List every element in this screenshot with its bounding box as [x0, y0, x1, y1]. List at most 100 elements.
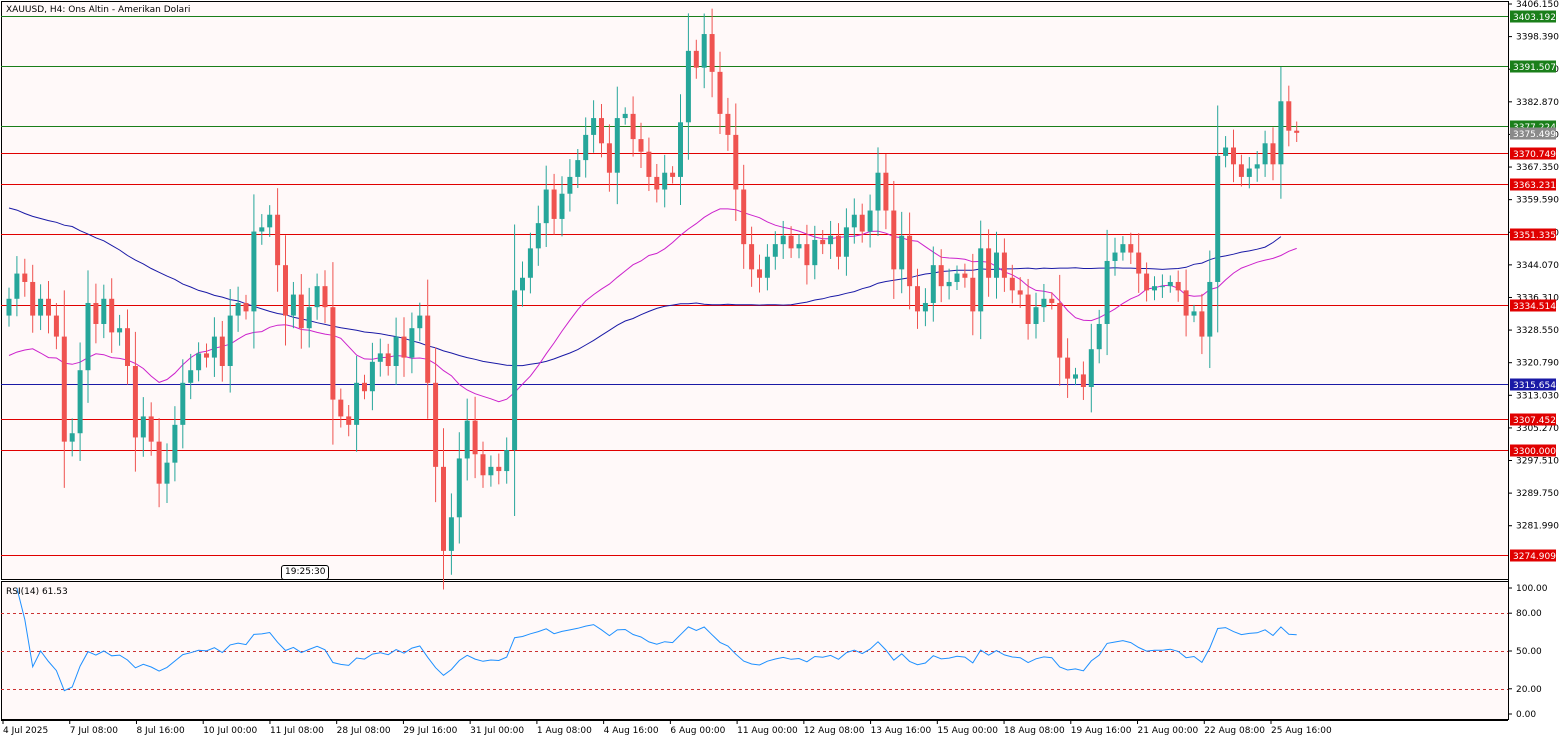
- candle-body: [61, 336, 67, 442]
- level-tag-label: 3370.749: [1513, 150, 1556, 160]
- candle-body: [227, 315, 233, 367]
- candle-body: [188, 370, 194, 383]
- candle-body: [417, 315, 423, 329]
- candle-body: [180, 382, 186, 425]
- candle-body: [907, 235, 913, 287]
- candlesticks: [6, 8, 1300, 590]
- level-tag-label: 3351.335: [1513, 231, 1556, 241]
- level-tag-label: 3307.452: [1513, 416, 1556, 426]
- price-tick-label: 3398.390: [1516, 33, 1559, 43]
- candle-body: [1009, 277, 1015, 291]
- candle-body: [235, 302, 241, 316]
- price-tick-label: 3328.550: [1516, 326, 1559, 336]
- time-tick-label: 31 Jul 00:00: [470, 726, 524, 736]
- time-tick-label: 10 Jul 00:00: [203, 726, 257, 736]
- price-tick-label: 3305.270: [1516, 424, 1559, 434]
- candle-body: [164, 462, 170, 484]
- level-tag-label: 3403.192: [1513, 13, 1556, 23]
- candle-body: [543, 189, 549, 224]
- candle-body: [930, 265, 936, 303]
- level-tag-label: 3334.514: [1513, 302, 1556, 312]
- level-tag: [1510, 60, 1556, 73]
- candle-body: [978, 248, 984, 312]
- candle-body: [1033, 307, 1039, 324]
- candle-body: [812, 239, 818, 266]
- candle-body: [922, 302, 928, 312]
- candle-body: [283, 265, 288, 316]
- candle-body: [527, 248, 533, 278]
- candle-body: [488, 466, 494, 476]
- candle-body: [741, 189, 747, 245]
- candle-body: [1294, 130, 1300, 133]
- candle-body: [875, 172, 881, 211]
- level-tag: [1510, 228, 1556, 241]
- candle-body: [851, 214, 857, 228]
- candle-body: [464, 420, 470, 459]
- candle-body: [725, 113, 731, 135]
- candle-body: [559, 193, 565, 219]
- candle-body: [1057, 302, 1063, 358]
- candle-body: [1104, 260, 1110, 324]
- candle-body: [504, 450, 510, 472]
- crosshair-time-popup: 19:25:30: [281, 565, 330, 580]
- candle-body: [1144, 273, 1150, 291]
- candle-body: [1175, 281, 1181, 291]
- candle-body: [314, 286, 320, 308]
- candle-body: [764, 256, 770, 278]
- candle-body: [1136, 252, 1142, 274]
- candle-body: [883, 172, 889, 211]
- candle-body: [938, 265, 944, 287]
- candle-body: [362, 382, 367, 392]
- candle-body: [196, 353, 202, 371]
- candle-body: [456, 458, 462, 518]
- level-tag: [1510, 444, 1556, 457]
- candle-body: [53, 315, 59, 337]
- candle-body: [1049, 298, 1055, 303]
- level-tag-label: 3274.909: [1513, 552, 1556, 562]
- candle-body: [535, 223, 541, 249]
- candle-body: [804, 244, 810, 266]
- candle-body: [693, 50, 699, 68]
- price-tick-label: 3281.990: [1516, 522, 1559, 532]
- candle-body: [915, 286, 920, 312]
- candle-body: [622, 113, 628, 119]
- candle-body: [899, 235, 905, 270]
- candle-body: [654, 176, 660, 190]
- time-tick-label: 29 Jul 16:00: [403, 726, 457, 736]
- main-pane-background: [1, 1, 1508, 579]
- candle-body: [646, 151, 652, 177]
- time-tick-label: 13 Aug 16:00: [871, 726, 932, 736]
- candle-body: [1096, 323, 1102, 350]
- candle-body: [843, 227, 849, 257]
- rsi-tick-label: 100.00: [1516, 584, 1548, 594]
- candle-body: [306, 307, 312, 329]
- level-tag: [1510, 413, 1556, 426]
- candle-body: [630, 113, 636, 140]
- candle-body: [701, 34, 707, 68]
- level-price-tags: 3403.1923391.5073377.2243375.4993370.749…: [1510, 10, 1556, 562]
- candle-body: [638, 139, 644, 152]
- price-tick-label: 3382.870: [1516, 98, 1559, 108]
- candle-body: [346, 416, 352, 425]
- time-tick-label: 28 Jul 08:00: [337, 726, 391, 736]
- time-tick-label: 1 Aug 08:00: [537, 726, 592, 736]
- candle-body: [954, 273, 960, 282]
- candle-body: [733, 134, 739, 190]
- candle-body: [117, 328, 123, 333]
- time-tick-label: 8 Jul 16:00: [136, 726, 185, 736]
- candle-body: [591, 118, 597, 135]
- candle-body: [1262, 143, 1268, 165]
- level-tag-label: 3363.231: [1513, 181, 1556, 191]
- candle-body: [243, 302, 249, 312]
- candle-body: [14, 273, 20, 299]
- time-tick-label: 21 Aug 00:00: [1138, 726, 1199, 736]
- candle-body: [109, 298, 115, 333]
- candle-body: [1001, 252, 1007, 278]
- time-tick-label: 25 Aug 16:00: [1271, 726, 1332, 736]
- candle-body: [1215, 155, 1221, 282]
- candle-body: [1286, 101, 1292, 131]
- candle-body: [30, 281, 36, 316]
- time-tick-label: 4 Jul 2025: [3, 726, 48, 736]
- price-tick-label: 3313.030: [1516, 391, 1559, 401]
